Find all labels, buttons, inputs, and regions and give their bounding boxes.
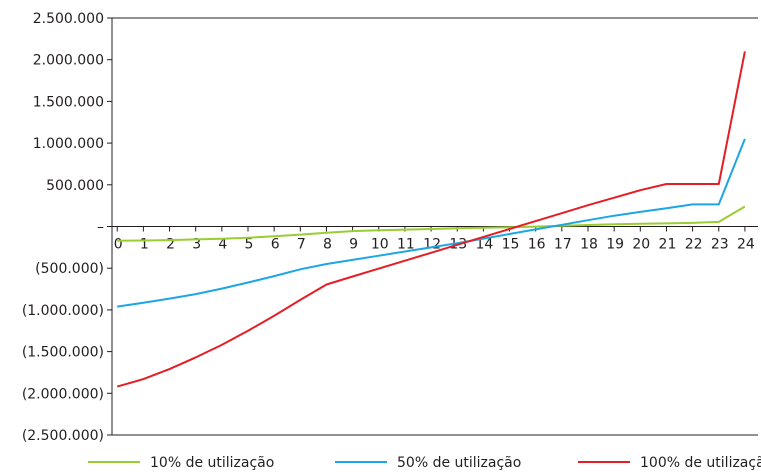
legend-label: 10% de utilização xyxy=(150,455,274,471)
x-tick-label: 4 xyxy=(218,237,227,253)
y-tick-label: 2.000.000 xyxy=(33,53,104,69)
y-tick-label: (500.000) xyxy=(35,261,104,277)
y-tick-label: 1.500.000 xyxy=(33,94,104,110)
x-tick-label: 16 xyxy=(528,237,546,253)
y-tick-label: (2.000.000) xyxy=(22,386,104,402)
x-tick-label: 7 xyxy=(297,237,306,253)
x-tick-label: 15 xyxy=(502,237,520,253)
x-tick-label: 23 xyxy=(711,237,729,253)
x-tick-label: 8 xyxy=(323,237,332,253)
y-axis-ticks: 2.500.000 2.000.000 1.500.000 1.000.000 500.… xyxy=(22,11,112,444)
series-lines xyxy=(116,51,746,388)
x-axis-ticks: 0 1 2 3 4 5 6 7 8 9 10 11 12 13 14 15 16 17 18 19 20 21 22 23 24 xyxy=(114,226,755,253)
series-line xyxy=(117,205,746,242)
series-line xyxy=(117,138,746,308)
y-tick-label: 2.500.000 xyxy=(33,11,104,27)
x-tick-label: 21 xyxy=(659,237,677,253)
y-tick-label: 1.000.000 xyxy=(33,136,104,152)
legend-label: 100% de utilização xyxy=(640,455,761,471)
x-tick-label: 24 xyxy=(737,237,755,253)
chart-frame xyxy=(111,17,758,436)
x-tick-label: 10 xyxy=(371,237,389,253)
x-tick-label: 20 xyxy=(632,237,650,253)
legend: 10% de utilização 50% de utilização 100% d… xyxy=(88,455,761,471)
y-tick-label: (2.500.000) xyxy=(22,428,104,444)
x-tick-label: 19 xyxy=(606,237,624,253)
x-tick-label: 6 xyxy=(271,237,280,253)
legend-label: 50% de utilização xyxy=(397,455,521,471)
y-tick-label: (1.500.000) xyxy=(22,345,104,361)
x-tick-label: 18 xyxy=(580,237,598,253)
x-tick-label: 3 xyxy=(192,237,201,253)
x-tick-label: 2 xyxy=(166,237,175,253)
y-tick-label: (1.000.000) xyxy=(22,303,104,319)
y-tick-label: 500.000 xyxy=(46,178,104,194)
series-line xyxy=(116,51,746,388)
y-tick-label: – xyxy=(97,220,104,236)
x-tick-label: 22 xyxy=(685,237,703,253)
x-tick-label: 11 xyxy=(397,237,415,253)
x-tick-label: 17 xyxy=(554,237,572,253)
x-tick-label: 14 xyxy=(475,237,493,253)
x-tick-label: 9 xyxy=(349,237,358,253)
x-tick-label: 1 xyxy=(140,237,149,253)
x-tick-label: 0 xyxy=(114,237,123,253)
x-tick-label: 5 xyxy=(245,237,254,253)
